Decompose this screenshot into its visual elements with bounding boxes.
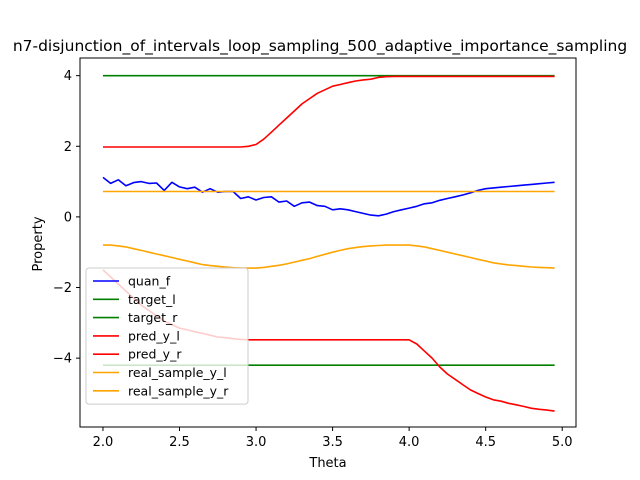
- legend-box: [85, 267, 249, 405]
- x-tick-label: 4.5: [475, 435, 496, 450]
- y-tick-label: 0: [64, 210, 72, 225]
- legend: quan_f target_l target_r pred_y_l pred_y_rre…: [85, 267, 249, 405]
- y-axis: −4 −2 0 2 4: [53, 69, 80, 367]
- y-tick-label: 2: [64, 140, 72, 155]
- x-tick-label: 4.0: [399, 435, 420, 450]
- series-line-real-sample-y-r: [103, 244, 555, 269]
- y-tick-label: 4: [64, 69, 72, 84]
- x-axis: 2.0 2.5 3.0 3.5 4.0 4.5 5.0: [93, 427, 573, 450]
- legend-label: pred_y_l: [128, 328, 180, 343]
- legend-label: target_r: [128, 310, 178, 325]
- x-axis-label: Theta: [308, 456, 346, 471]
- series-line-quan-f: [102, 176, 555, 217]
- series-line-pred-y-l: [103, 75, 555, 148]
- legend-label: real_sample_y_r: [128, 383, 229, 398]
- y-tick-label: −4: [53, 352, 72, 367]
- plot-area-frame: [79, 57, 577, 428]
- x-tick-label: 3.0: [246, 435, 267, 450]
- y-tick-label: −2: [53, 281, 72, 296]
- x-tick-label: 2.5: [169, 435, 190, 450]
- chart-title: n7-disjunction_of_intervals_loop_samplin…: [13, 37, 627, 56]
- x-tick-label: 3.5: [322, 435, 343, 450]
- legend-label: pred_y_r: [128, 347, 182, 362]
- legend-label: real_sample_y_l: [128, 365, 227, 380]
- x-tick-label: 5.0: [552, 435, 573, 450]
- x-tick-label: 2.0: [93, 435, 114, 450]
- legend-label: quan_f: [128, 274, 171, 289]
- legend-label: target_l: [128, 292, 176, 307]
- y-axis-label: Property: [31, 216, 46, 271]
